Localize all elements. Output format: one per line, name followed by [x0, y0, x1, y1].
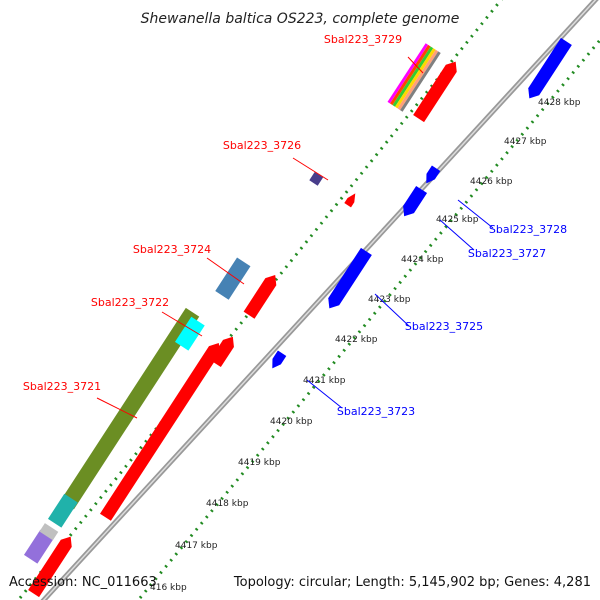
map-title: Shewanella baltica OS223, complete genom… — [141, 11, 460, 27]
gene-label-reverse: Sbal223_3723 — [337, 405, 415, 418]
gene-features — [23, 37, 572, 598]
tick-label: 4419 kbp — [238, 458, 281, 468]
leader-line-reverse — [439, 219, 475, 251]
cog-stripe-3729 — [397, 49, 439, 111]
cog-band-3724 — [215, 257, 251, 300]
leader-line-reverse — [374, 293, 410, 327]
tick-label: 4418 kbp — [206, 499, 249, 509]
cog-band-3722 — [174, 316, 205, 351]
gene-reverse-3730 — [528, 37, 572, 99]
gene-reverse-3725 — [328, 247, 372, 309]
cog-band-3719b — [39, 523, 59, 541]
tick-label: 4423 kbp — [368, 295, 411, 305]
tick-label: 4420 kbp — [270, 417, 313, 427]
feature-track-dots — [18, 0, 600, 599]
gene-label-forward: Sbal223_3724 — [133, 243, 211, 256]
tick-labels: 416 kbp 4417 kbp 4418 kbp 4419 kbp 4420 kbp 4… — [150, 98, 581, 593]
gene-forward-3722 — [209, 336, 234, 368]
leader-line-forward — [292, 157, 329, 181]
gene-label-reverse: Sbal223_3727 — [468, 247, 546, 260]
leader-line-forward — [161, 311, 203, 337]
cog-stripe-3729 — [392, 46, 434, 107]
tick-label: 4427 kbp — [504, 137, 547, 147]
tick-label: 4428 kbp — [538, 98, 581, 108]
tick-label: 4417 kbp — [175, 541, 218, 551]
cog-band-3721 — [60, 307, 200, 510]
tick-label: 4426 kbp — [470, 177, 513, 187]
topology-text: Topology: circular; Length: 5,145,902 bp… — [233, 575, 591, 590]
gene-reverse-3723 — [272, 350, 287, 369]
gene-forward-3721 — [99, 342, 220, 521]
gene-label-forward: Sbal223_3722 — [91, 296, 169, 309]
accession-text: Accession: NC_011663 — [9, 575, 157, 590]
dotted-track-line — [18, 0, 503, 599]
gene-label-forward: Sbal223_3726 — [223, 139, 301, 152]
gene-forward-3729 — [413, 61, 457, 123]
leader-line-reverse — [457, 199, 494, 229]
cog-stripe-3729 — [390, 44, 431, 106]
gene-reverse-3727 — [403, 185, 428, 217]
backbone-highlight — [42, 0, 597, 600]
cog-band-3719 — [23, 529, 54, 564]
cog-band-3720 — [47, 493, 78, 528]
gene-label-forward: Sbal223_3729 — [324, 33, 402, 46]
tick-label: 4424 kbp — [401, 255, 444, 265]
leader-line-forward — [206, 257, 245, 285]
leader-line-forward — [407, 56, 424, 74]
gene-forward-3726 — [344, 193, 356, 208]
cog-band-3726 — [309, 171, 324, 186]
tick-label: 4421 kbp — [303, 376, 346, 386]
gene-label-forward: Sbal223_3721 — [23, 380, 101, 393]
tick-label: 416 kbp — [150, 583, 187, 593]
gene-labels: Sbal223_3729 Sbal223_3726 Sbal223_3724 Sbal… — [23, 33, 567, 419]
tick-label: 4422 kbp — [335, 335, 378, 345]
cog-stripe-3729 — [395, 48, 436, 109]
cog-stripe-3729 — [400, 51, 441, 112]
dotted-track-line — [138, 39, 600, 599]
gene-forward-3724 — [243, 274, 277, 319]
cog-stripe-3729 — [387, 43, 429, 104]
gene-forward-3720 — [28, 536, 72, 598]
gene-reverse-3728 — [426, 165, 441, 184]
leader-line-reverse — [306, 379, 343, 409]
gene-label-reverse: Sbal223_3725 — [405, 320, 483, 333]
leader-line-forward — [96, 397, 138, 419]
gene-label-reverse: Sbal223_3728 — [489, 223, 567, 236]
tick-label: 4425 kbp — [436, 215, 479, 225]
backbone — [40, 0, 599, 600]
